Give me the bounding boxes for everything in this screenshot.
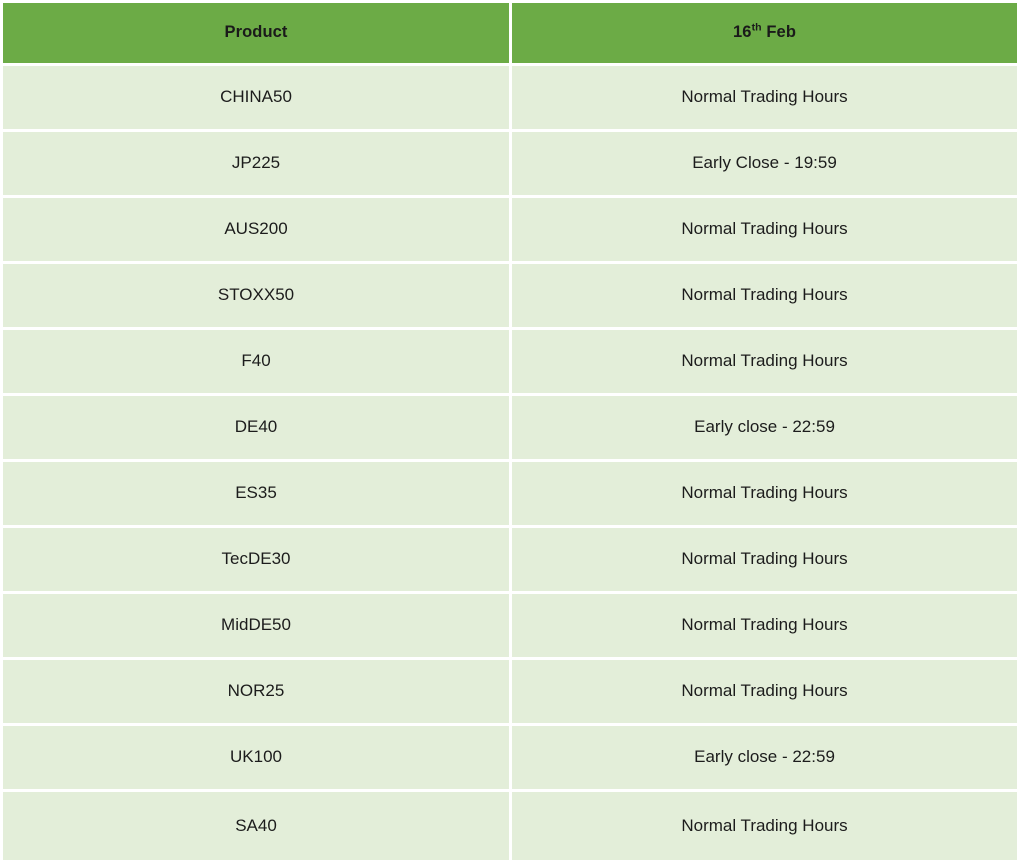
table-header-row: Product 16th Feb — [3, 3, 1017, 66]
trading-status: Normal Trading Hours — [681, 219, 848, 239]
product-name: UK100 — [230, 747, 282, 767]
cell-product: CHINA50 — [3, 66, 513, 132]
date-month: Feb — [761, 23, 797, 42]
trading-status: Normal Trading Hours — [681, 681, 848, 701]
product-name: MidDE50 — [221, 615, 291, 635]
column-header-date: 16th Feb — [512, 3, 1017, 66]
cell-trading-status: Early Close - 19:59 — [512, 132, 1017, 198]
column-header-product-label: Product — [224, 23, 288, 42]
cell-product: SA40 — [3, 792, 513, 860]
cell-trading-status: Normal Trading Hours — [512, 198, 1017, 264]
product-name: SA40 — [235, 815, 277, 835]
date-day-number: 16 — [733, 23, 752, 42]
product-name: F40 — [241, 351, 271, 371]
cell-product: ES35 — [3, 462, 513, 528]
cell-trading-status: Normal Trading Hours — [512, 594, 1017, 660]
table-header: Product 16th Feb — [3, 3, 1017, 66]
product-name: AUS200 — [224, 219, 288, 239]
product-name: CHINA50 — [220, 87, 292, 107]
cell-trading-status: Normal Trading Hours — [512, 792, 1017, 860]
table-row: MidDE50 Normal Trading Hours — [3, 594, 1017, 660]
cell-trading-status: Normal Trading Hours — [512, 528, 1017, 594]
trading-status: Early Close - 19:59 — [692, 153, 837, 173]
trading-status: Normal Trading Hours — [681, 87, 848, 107]
trading-status: Early close - 22:59 — [694, 747, 835, 767]
table-row: STOXX50 Normal Trading Hours — [3, 264, 1017, 330]
cell-product: TecDE30 — [3, 528, 513, 594]
column-header-date-label: 16th Feb — [513, 21, 1016, 43]
product-name: NOR25 — [227, 681, 285, 701]
cell-product: AUS200 — [3, 198, 513, 264]
product-name: STOXX50 — [217, 285, 295, 305]
trading-status: Normal Trading Hours — [681, 549, 848, 569]
cell-product: JP225 — [3, 132, 513, 198]
table-row: AUS200 Normal Trading Hours — [3, 198, 1017, 264]
table-row: DE40 Early close - 22:59 — [3, 396, 1017, 462]
table-row: NOR25 Normal Trading Hours — [3, 660, 1017, 726]
date-ordinal-suffix: th — [751, 21, 762, 34]
trading-status: Normal Trading Hours — [681, 285, 848, 305]
cell-trading-status: Normal Trading Hours — [512, 660, 1017, 726]
cell-product: UK100 — [3, 726, 513, 792]
cell-product: NOR25 — [3, 660, 513, 726]
trading-status: Early close - 22:59 — [694, 417, 835, 437]
cell-trading-status: Normal Trading Hours — [512, 462, 1017, 528]
trading-status: Normal Trading Hours — [681, 615, 848, 635]
cell-product: F40 — [3, 330, 513, 396]
product-name: JP225 — [231, 153, 281, 173]
cell-trading-status: Early close - 22:59 — [512, 726, 1017, 792]
cell-product: MidDE50 — [3, 594, 513, 660]
table-row: UK100 Early close - 22:59 — [3, 726, 1017, 792]
trading-status: Normal Trading Hours — [681, 351, 848, 371]
product-name: DE40 — [234, 417, 278, 437]
cell-trading-status: Early close - 22:59 — [512, 396, 1017, 462]
table-row: F40 Normal Trading Hours — [3, 330, 1017, 396]
trading-hours-table: Product 16th Feb CHINA50 Normal Trading H… — [3, 3, 1017, 860]
cell-product: DE40 — [3, 396, 513, 462]
table-row: TecDE30 Normal Trading Hours — [3, 528, 1017, 594]
cell-trading-status: Normal Trading Hours — [512, 330, 1017, 396]
trading-status: Normal Trading Hours — [681, 815, 848, 835]
column-header-product: Product — [3, 3, 513, 66]
product-name: TecDE30 — [221, 549, 291, 569]
table-row: SA40 Normal Trading Hours — [3, 792, 1017, 860]
cell-trading-status: Normal Trading Hours — [512, 66, 1017, 132]
cell-product: STOXX50 — [3, 264, 513, 330]
cell-trading-status: Normal Trading Hours — [512, 264, 1017, 330]
table-body: CHINA50 Normal Trading Hours JP225 Early Cl… — [3, 66, 1017, 860]
table-row: CHINA50 Normal Trading Hours — [3, 66, 1017, 132]
table-row: JP225 Early Close - 19:59 — [3, 132, 1017, 198]
table-row: ES35 Normal Trading Hours — [3, 462, 1017, 528]
trading-status: Normal Trading Hours — [681, 483, 848, 503]
product-name: ES35 — [235, 483, 277, 503]
